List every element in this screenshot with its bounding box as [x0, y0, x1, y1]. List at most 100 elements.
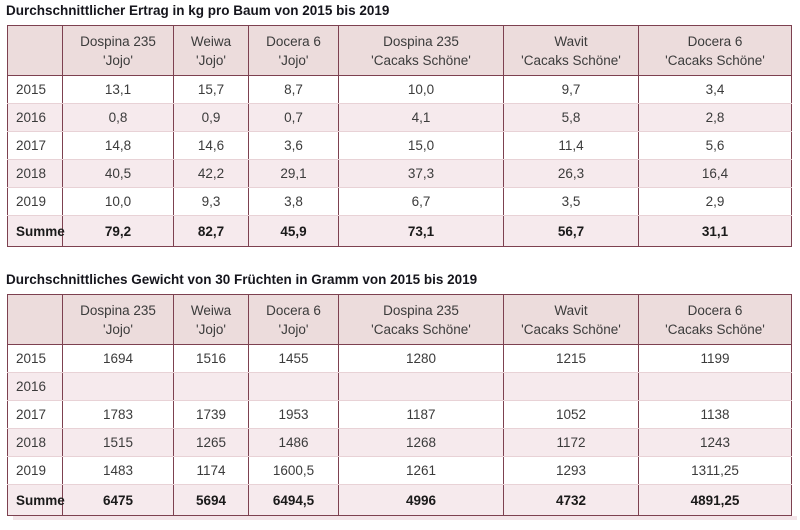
corner-header [7, 25, 63, 76]
year-cell: 2017 [7, 131, 63, 160]
value-cell: 15,7 [173, 75, 249, 104]
value-cell: 9,7 [503, 75, 639, 104]
value-cell: 1187 [338, 400, 504, 429]
value-cell: 1138 [638, 400, 792, 429]
table-row: 2018 40,5 42,2 29,1 37,3 26,3 16,4 [7, 159, 792, 188]
value-cell: 1280 [338, 344, 504, 373]
column-header: Dospina 235 'Jojo' [62, 294, 174, 345]
value-cell: 4,1 [338, 103, 504, 132]
value-cell: 0,7 [248, 103, 339, 132]
rootstock-name: Docera 6 [266, 302, 321, 318]
column-header: Wavit 'Cacaks Schöne' [503, 25, 639, 76]
value-cell: 4891,25 [638, 484, 792, 516]
header-row: Dospina 235 'Jojo' Weiwa 'Jojo' Docera 6 'Joj… [7, 25, 792, 76]
corner-header [7, 294, 63, 345]
variety-name: 'Jojo' [103, 52, 133, 68]
value-cell: 3,6 [248, 131, 339, 160]
value-cell: 10,0 [62, 187, 174, 216]
variety-name: 'Cacaks Schöne' [665, 321, 765, 337]
value-cell: 6494,5 [248, 484, 339, 516]
table-row: 2016 [7, 372, 792, 401]
table-row: 2015 13,1 15,7 8,7 10,0 9,7 3,4 [7, 75, 792, 104]
rootstock-name: Wavit [554, 33, 588, 49]
table-row: 2018 1515 1265 1486 1268 1172 1243 [7, 428, 792, 457]
value-cell: 13,1 [62, 75, 174, 104]
value-cell: 45,9 [248, 215, 339, 247]
value-cell: 11,4 [503, 131, 639, 160]
value-cell: 5,8 [503, 103, 639, 132]
value-cell [638, 372, 792, 401]
value-cell: 3,8 [248, 187, 339, 216]
value-cell: 1174 [173, 456, 249, 485]
value-cell: 79,2 [62, 215, 174, 247]
value-cell: 1739 [173, 400, 249, 429]
value-cell: 1293 [503, 456, 639, 485]
weight-table: Dospina 235 'Jojo' Weiwa 'Jojo' Docera 6 'Joj… [7, 294, 792, 516]
column-header: Docera 6 'Jojo' [248, 25, 339, 76]
rootstock-name: Dospina 235 [383, 302, 459, 318]
yield-table-title: Durchschnittlicher Ertrag in kg pro Baum… [6, 3, 390, 18]
column-header: Wavit 'Cacaks Schöne' [503, 294, 639, 345]
variety-name: 'Jojo' [196, 52, 226, 68]
table-row: Summe 79,2 82,7 45,9 73,1 56,7 31,1 [7, 215, 792, 247]
year-cell: 2015 [7, 344, 63, 373]
year-cell: 2018 [7, 159, 63, 188]
value-cell: 1199 [638, 344, 792, 373]
value-cell: 56,7 [503, 215, 639, 247]
value-cell: 1243 [638, 428, 792, 457]
table-row: 2015 1694 1516 1455 1280 1215 1199 [7, 344, 792, 373]
value-cell: 37,3 [338, 159, 504, 188]
variety-name: 'Cacaks Schöne' [371, 52, 471, 68]
value-cell [62, 372, 174, 401]
value-cell: 1515 [62, 428, 174, 457]
value-cell: 1783 [62, 400, 174, 429]
variety-name: 'Cacaks Schöne' [665, 52, 765, 68]
value-cell: 1265 [173, 428, 249, 457]
value-cell: 31,1 [638, 215, 792, 247]
year-cell: 2019 [7, 456, 63, 485]
table-row: 2019 1483 1174 1600,5 1261 1293 1311,25 [7, 456, 792, 485]
rootstock-name: Weiwa [190, 302, 232, 318]
value-cell [173, 372, 249, 401]
table-row: Summe 6475 5694 6494,5 4996 4732 4891,25 [7, 484, 792, 516]
column-header: Dospina 235 'Cacaks Schöne' [338, 25, 504, 76]
value-cell: 1483 [62, 456, 174, 485]
weight-table-section: Durchschnittliches Gewicht von 30 Frücht… [6, 271, 800, 516]
value-cell: 1455 [248, 344, 339, 373]
value-cell: 4732 [503, 484, 639, 516]
value-cell: 29,1 [248, 159, 339, 188]
value-cell: 82,7 [173, 215, 249, 247]
value-cell: 1311,25 [638, 456, 792, 485]
value-cell: 9,3 [173, 187, 249, 216]
rootstock-name: Dospina 235 [383, 33, 459, 49]
value-cell: 15,0 [338, 131, 504, 160]
value-cell: 1215 [503, 344, 639, 373]
value-cell: 3,5 [503, 187, 639, 216]
table-row: 2017 1783 1739 1953 1187 1052 1138 [7, 400, 792, 429]
value-cell [248, 372, 339, 401]
value-cell: 26,3 [503, 159, 639, 188]
rootstock-name: Docera 6 [687, 33, 743, 49]
value-cell: 1516 [173, 344, 249, 373]
sum-label-cell: Summe [7, 484, 65, 516]
value-cell: 16,4 [638, 159, 792, 188]
value-cell: 3,4 [638, 75, 792, 104]
value-cell: 6,7 [338, 187, 504, 216]
year-cell: 2017 [7, 400, 63, 429]
value-cell: 1600,5 [248, 456, 339, 485]
variety-name: 'Jojo' [196, 321, 226, 337]
value-cell: 1261 [338, 456, 504, 485]
variety-name: 'Jojo' [103, 321, 133, 337]
table-row: 2017 14,8 14,6 3,6 15,0 11,4 5,6 [7, 131, 792, 160]
value-cell: 1052 [503, 400, 639, 429]
value-cell: 14,8 [62, 131, 174, 160]
value-cell [338, 372, 504, 401]
year-cell: 2019 [7, 187, 63, 216]
rootstock-name: Dospina 235 [80, 33, 156, 49]
value-cell: 5694 [173, 484, 249, 516]
value-cell: 2,8 [638, 103, 792, 132]
value-cell: 2,9 [638, 187, 792, 216]
value-cell: 73,1 [338, 215, 504, 247]
value-cell: 14,6 [173, 131, 249, 160]
column-header: Docera 6 'Cacaks Schöne' [638, 294, 792, 345]
